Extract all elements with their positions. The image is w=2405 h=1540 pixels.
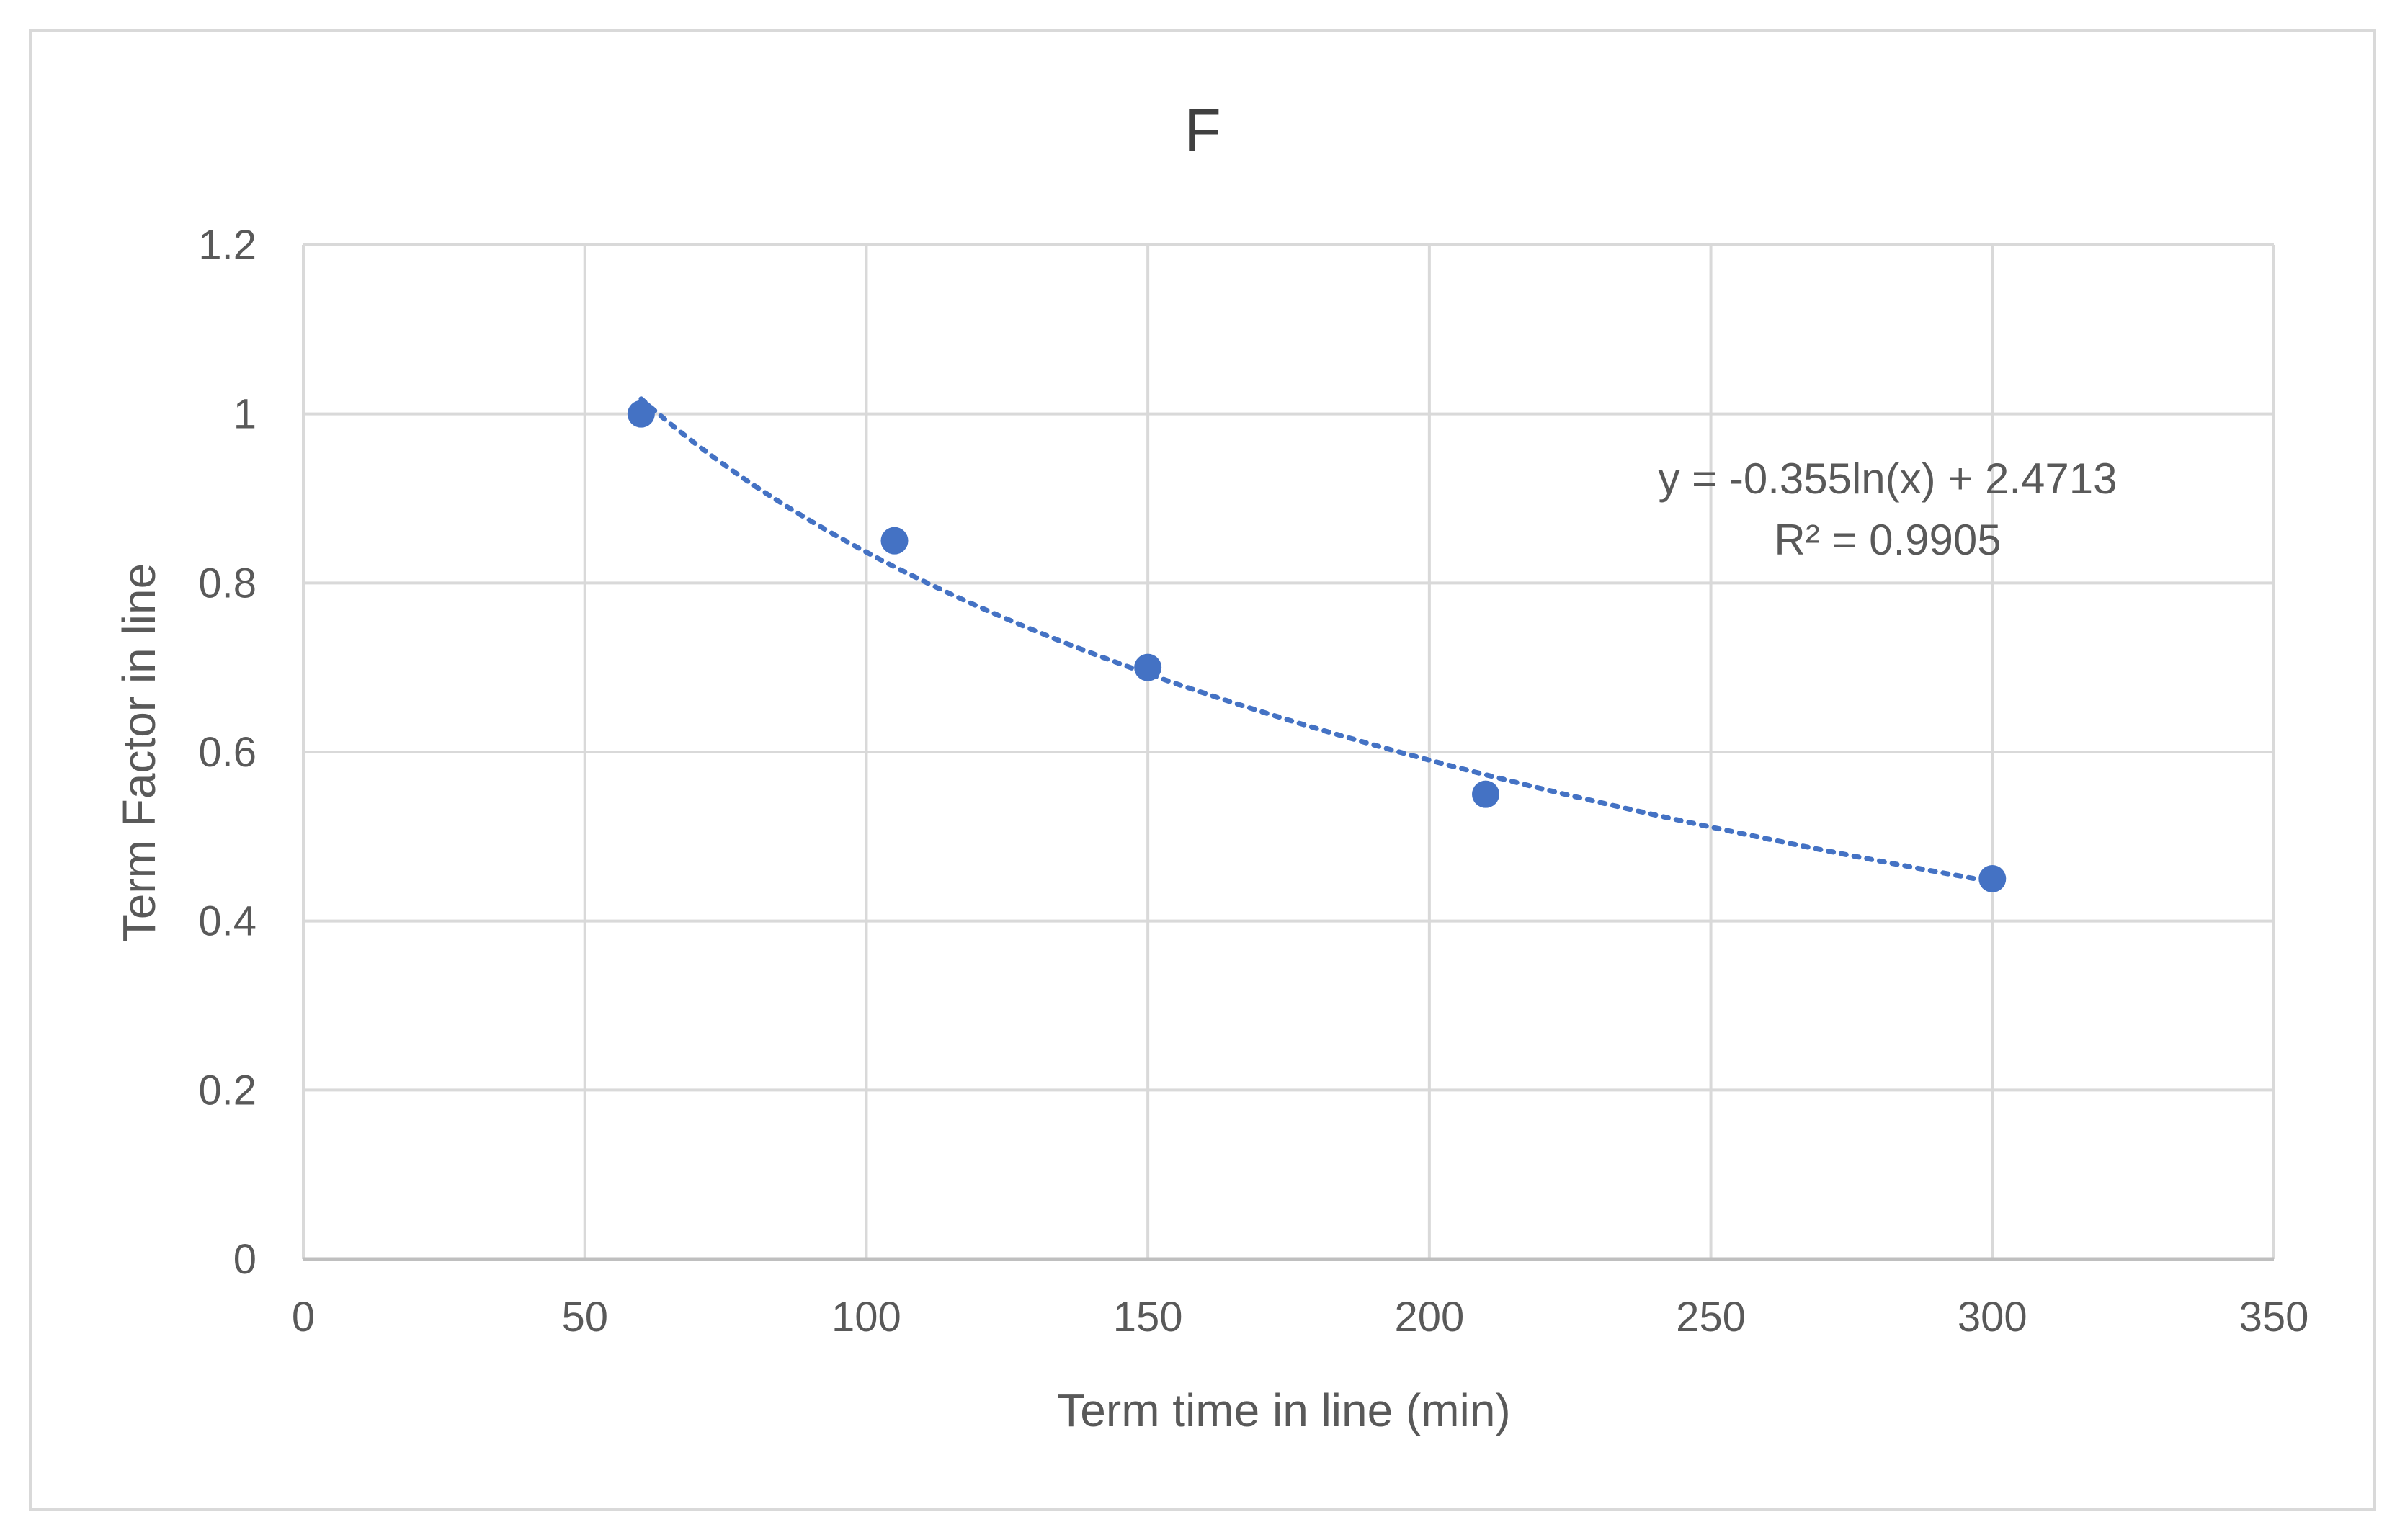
x-tick-label: 50 [561, 1294, 608, 1340]
chart-frame [29, 29, 2376, 1511]
data-point [1472, 780, 1499, 808]
y-tick-label: 0.8 [198, 560, 256, 606]
data-point [880, 527, 909, 555]
trendline [638, 396, 1995, 885]
y-tick-label: 0 [233, 1236, 256, 1283]
x-tick-label: 200 [1394, 1294, 1464, 1340]
y-tick-label: 1.2 [198, 222, 256, 269]
trendline-r-squared: R² = 0.9905 [1774, 516, 2001, 564]
y-tick-label: 1 [233, 391, 256, 438]
x-tick-label: 350 [2239, 1294, 2309, 1340]
x-tick-label: 100 [831, 1294, 901, 1340]
data-point [627, 400, 655, 428]
x-tick-label: 0 [292, 1294, 315, 1340]
y-tick-label: 0.6 [198, 729, 256, 776]
trendline-equation: y = -0.355ln(x) + 2.4713 [1658, 455, 2117, 503]
x-tick-label: 150 [1113, 1294, 1183, 1340]
grid [302, 243, 2275, 1261]
data-points [627, 400, 2007, 892]
x-axis-title: Term time in line (min) [1057, 1384, 1510, 1436]
chart-title: F [1184, 97, 1221, 164]
y-axis-ticks: 0 0.2 0.4 0.6 0.8 1 1.2 [198, 222, 256, 1283]
y-axis-title: Term Factor in line [113, 563, 165, 942]
x-tick-label: 250 [1676, 1294, 1746, 1340]
x-tick-label: 300 [1958, 1294, 2027, 1340]
data-point [1134, 653, 1162, 681]
y-tick-label: 0.2 [198, 1067, 256, 1114]
y-tick-label: 0.4 [198, 898, 256, 945]
x-axis-ticks: 0 50 100 150 200 250 300 350 [292, 1294, 2309, 1340]
data-point [1978, 865, 2007, 892]
